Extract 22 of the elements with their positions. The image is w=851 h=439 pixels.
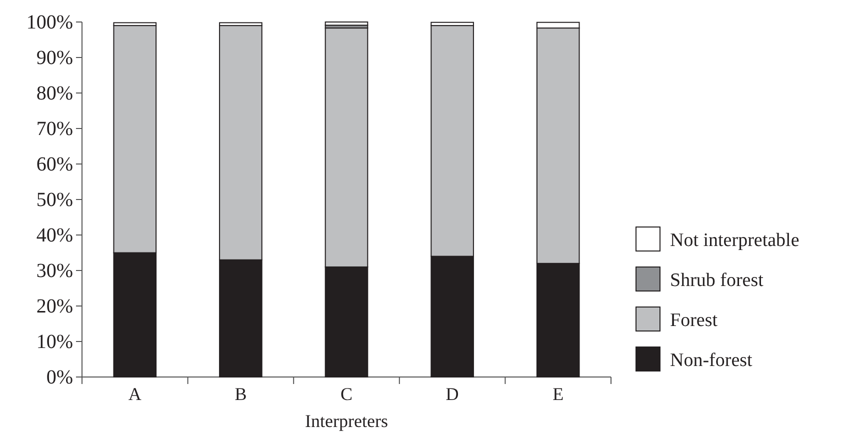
y-tick-label: 30% xyxy=(36,260,73,282)
y-tick-label: 20% xyxy=(36,295,73,318)
x-tick-label: B xyxy=(234,384,247,404)
y-tick-label: 70% xyxy=(36,118,73,140)
x-tick-label: C xyxy=(340,384,353,404)
y-tick-label: 40% xyxy=(36,224,73,246)
legend-label: Not interpretable xyxy=(670,230,800,251)
x-tick-label: D xyxy=(446,384,459,404)
y-tick-label: 60% xyxy=(36,153,73,176)
y-tick-label: 80% xyxy=(36,82,73,104)
y-tick-label: 90% xyxy=(36,46,73,69)
legend-label: Forest xyxy=(670,310,718,331)
x-tick-label: E xyxy=(552,384,564,404)
y-tick-label: 50% xyxy=(36,188,73,211)
y-tick-label: 10% xyxy=(36,330,73,353)
bar xyxy=(324,22,368,26)
legend-label: Non-forest xyxy=(670,350,754,371)
y-tick-label: 0% xyxy=(46,366,73,388)
y-tick-label: 100% xyxy=(26,11,73,34)
legend-label: Shrub forest xyxy=(670,270,764,291)
x-axis-title: Interpreters xyxy=(305,411,388,431)
x-tick-label: A xyxy=(128,384,142,404)
